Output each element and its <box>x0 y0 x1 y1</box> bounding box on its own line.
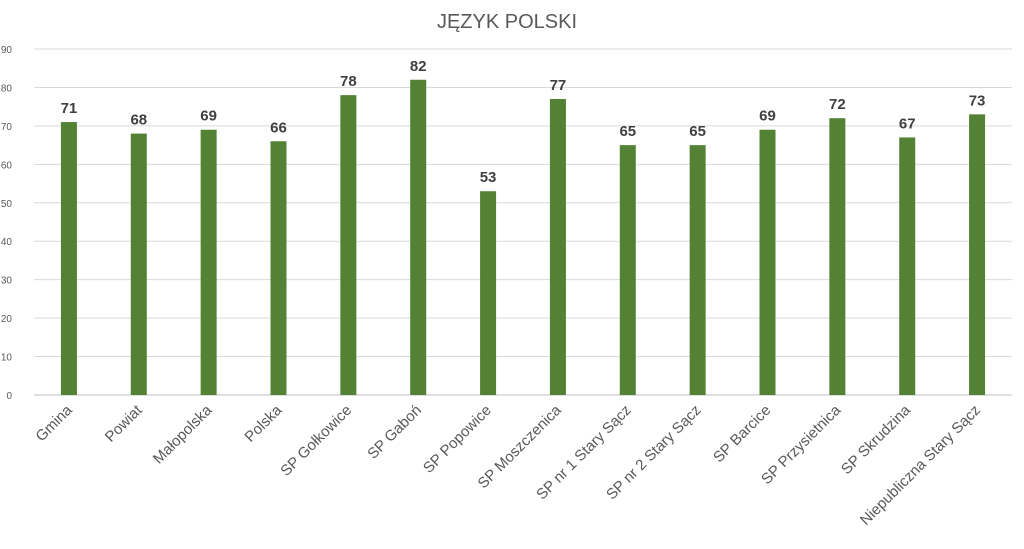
data-label: 65 <box>619 123 636 140</box>
bar-9 <box>619 145 636 395</box>
chart-title: JĘZYK POLSKI <box>437 11 577 33</box>
gridlines <box>34 48 1012 396</box>
data-label: 67 <box>899 115 916 132</box>
y-tick-label: 70 <box>1 122 13 133</box>
data-label: 68 <box>130 112 147 129</box>
bar-7 <box>480 191 497 395</box>
y-tick-label: 90 <box>1 45 13 56</box>
data-label: 71 <box>61 100 78 117</box>
y-tick-label: 60 <box>1 160 13 171</box>
bar-5 <box>340 95 357 395</box>
y-tick-label: 10 <box>1 353 13 364</box>
x-tick-label: Niepubliczna Stary Sącz <box>857 402 984 529</box>
y-tick-label: 50 <box>1 199 13 210</box>
x-tick-label: SP Barcice <box>710 402 774 466</box>
y-tick-label: 40 <box>1 237 13 248</box>
y-tick-label: 0 <box>6 391 12 402</box>
bars <box>60 79 986 396</box>
data-labels: 71 68 69 66 78 82 53 77 65 65 69 72 67 73 <box>61 58 986 186</box>
bar-14 <box>969 114 986 395</box>
data-label: 69 <box>200 108 217 125</box>
x-tick-label: Polska <box>241 401 285 445</box>
x-tick-label: SP Skrudzina <box>838 401 915 478</box>
x-tick-label: SP Gołkowice <box>277 402 355 480</box>
x-tick-label: SP Gaboń <box>364 402 425 463</box>
bar-2 <box>130 133 147 396</box>
data-label: 66 <box>270 119 287 136</box>
data-label: 82 <box>410 58 427 75</box>
bar-6 <box>410 79 427 395</box>
data-label: 65 <box>689 123 706 140</box>
y-tick-label: 30 <box>1 276 13 287</box>
y-tick-label: 20 <box>1 314 13 325</box>
y-tick-label: 80 <box>1 83 13 94</box>
bar-10 <box>689 145 706 395</box>
x-tick-label: Powiat <box>102 401 146 445</box>
data-label: 53 <box>480 169 497 186</box>
x-tick-label: Gmina <box>32 401 76 445</box>
bar-12 <box>829 118 846 395</box>
bar-4 <box>270 141 287 395</box>
bar-13 <box>899 137 916 395</box>
data-label: 73 <box>969 92 986 109</box>
bar-1 <box>60 122 77 396</box>
y-axis-ticks: 0 10 20 30 40 50 60 70 80 90 <box>1 45 13 402</box>
data-label: 69 <box>759 108 776 125</box>
data-label: 78 <box>340 73 357 90</box>
x-tick-label: Małopolska <box>150 401 216 467</box>
bar-8 <box>549 98 566 395</box>
x-tick-label: SP Popowice <box>420 402 495 477</box>
data-label: 77 <box>550 77 567 94</box>
bar-11 <box>759 129 776 395</box>
bar-3 <box>200 129 217 395</box>
data-label: 72 <box>829 96 846 113</box>
